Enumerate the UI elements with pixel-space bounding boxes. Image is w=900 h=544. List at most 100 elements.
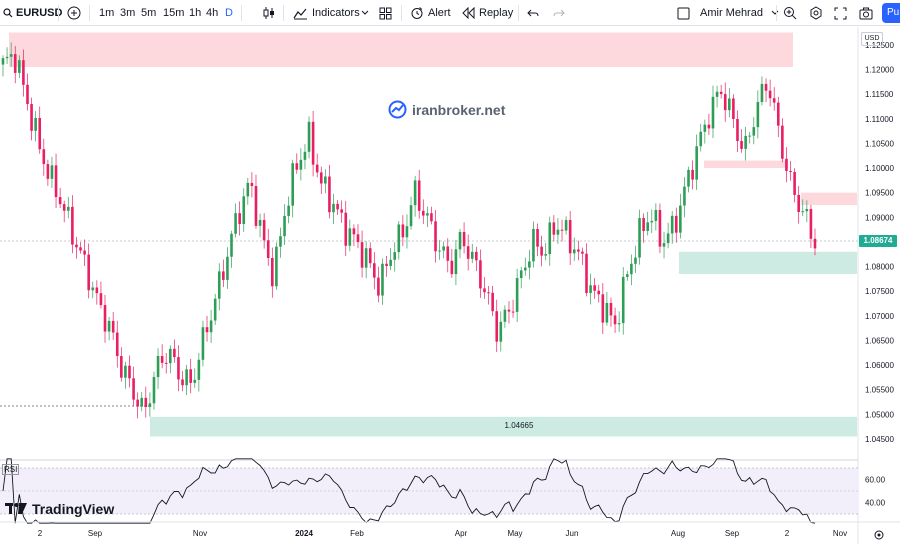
candle-body xyxy=(332,203,335,213)
redo-button[interactable] xyxy=(553,0,565,26)
undo-icon xyxy=(527,9,539,17)
candle-body xyxy=(417,180,421,211)
candle-body xyxy=(470,251,474,259)
price-chart[interactable]: 1.125001.120001.115001.110001.105001.100… xyxy=(0,27,900,544)
candle-body xyxy=(499,321,503,342)
candle-body xyxy=(295,163,299,170)
indicators-button[interactable]: Indicators xyxy=(293,0,360,26)
tradingview-brand: TradingView xyxy=(32,501,115,517)
timeframe-3m[interactable]: 3m xyxy=(120,7,136,19)
candle-body xyxy=(262,219,266,241)
time-label: Nov xyxy=(833,529,847,538)
candle-body xyxy=(776,102,780,126)
candle-body xyxy=(687,169,690,187)
candle-body xyxy=(38,117,42,150)
time-label: Sep xyxy=(88,529,103,538)
currency-label[interactable]: USD xyxy=(861,32,883,46)
candle-body xyxy=(120,356,123,378)
candle-body xyxy=(279,236,282,247)
rsi-legend[interactable]: RSI xyxy=(2,464,20,475)
candle-body xyxy=(577,249,580,252)
candle-body xyxy=(213,298,217,321)
candle-body xyxy=(736,118,739,142)
timeframe-d[interactable]: D xyxy=(225,7,233,19)
symbol-search[interactable]: EURUSD xyxy=(3,0,62,26)
undo-button[interactable] xyxy=(527,0,539,26)
candle-body xyxy=(646,222,650,231)
top-toolbar: EURUSD 1m 3m 5m 15m 1h 4h D Indicators A… xyxy=(0,0,900,26)
timeframe-4h[interactable]: 4h xyxy=(206,7,219,19)
candle-body xyxy=(650,220,654,223)
candle-body xyxy=(670,215,674,234)
candle-body xyxy=(728,98,731,111)
snapshot-button[interactable] xyxy=(859,0,873,26)
replay-button[interactable]: Replay xyxy=(462,0,513,26)
chart-type-button[interactable] xyxy=(262,0,276,26)
separator xyxy=(241,5,242,21)
candle-body xyxy=(136,399,139,407)
add-circle-icon xyxy=(67,6,81,20)
candle-body xyxy=(71,206,74,245)
quick-search-button[interactable] xyxy=(783,0,797,26)
candle-body xyxy=(638,218,641,258)
compare-symbol-button[interactable] xyxy=(67,0,81,26)
rsi-level-label: 40.00 xyxy=(865,499,886,508)
candle-body xyxy=(340,209,343,213)
candle-body xyxy=(381,263,384,296)
candle-body xyxy=(483,288,486,293)
candle-body xyxy=(401,224,405,238)
timeframe-1m[interactable]: 1m xyxy=(99,7,115,19)
separator xyxy=(283,5,284,21)
candle-body xyxy=(197,359,201,380)
candle-body xyxy=(193,379,197,383)
candle-body xyxy=(740,141,743,149)
candle-body xyxy=(230,233,233,257)
rsi-line xyxy=(2,458,816,524)
time-label: Aug xyxy=(671,529,685,538)
tradingview-logo[interactable]: TradingView xyxy=(5,501,114,517)
watermark: iranbroker.net xyxy=(388,100,505,119)
timeframe-1h[interactable]: 1h xyxy=(189,7,202,19)
fullscreen-button[interactable] xyxy=(834,0,847,26)
indicators-dropdown[interactable] xyxy=(361,0,369,26)
candle-body xyxy=(544,254,547,256)
candle-body xyxy=(699,131,703,147)
candle-body xyxy=(299,159,303,170)
timeframe-5m[interactable]: 5m xyxy=(141,7,157,19)
candle-body xyxy=(217,271,221,299)
candle-body xyxy=(491,292,494,312)
candle-body xyxy=(352,228,356,235)
candle-body xyxy=(348,228,352,246)
candle-body xyxy=(413,180,417,206)
candle-body xyxy=(311,121,315,165)
separator xyxy=(401,5,402,21)
candle-body xyxy=(711,96,715,129)
candle-body xyxy=(344,212,348,246)
candle-body xyxy=(560,229,564,231)
redo-icon xyxy=(553,9,565,17)
candle-body xyxy=(666,233,670,244)
candle-body xyxy=(324,176,327,184)
watermark-text: iranbroker.net xyxy=(412,101,506,118)
candle-body xyxy=(785,158,788,171)
candle-body xyxy=(66,206,70,211)
publish-button[interactable]: Pu xyxy=(882,3,900,23)
candle-body xyxy=(466,246,470,259)
layout-button[interactable] xyxy=(379,0,392,26)
chevron-down-icon xyxy=(771,10,779,15)
layout-save-checkbox[interactable] xyxy=(677,0,690,26)
candle-body xyxy=(140,397,144,407)
separator xyxy=(89,5,90,21)
supply-zone xyxy=(801,192,857,205)
chevron-down-icon xyxy=(361,10,369,15)
settings-button[interactable] xyxy=(809,0,823,26)
price-level-label: 1.10000 xyxy=(865,164,894,173)
timeframe-15m[interactable]: 15m xyxy=(163,7,185,19)
candle-body xyxy=(62,204,66,211)
replay-label: Replay xyxy=(479,7,514,19)
candle-body xyxy=(103,305,107,332)
candle-body xyxy=(124,365,127,378)
candle-body xyxy=(654,210,658,221)
alert-button[interactable]: Alert xyxy=(410,0,451,26)
user-menu[interactable]: Amir Mehrad xyxy=(700,0,779,26)
